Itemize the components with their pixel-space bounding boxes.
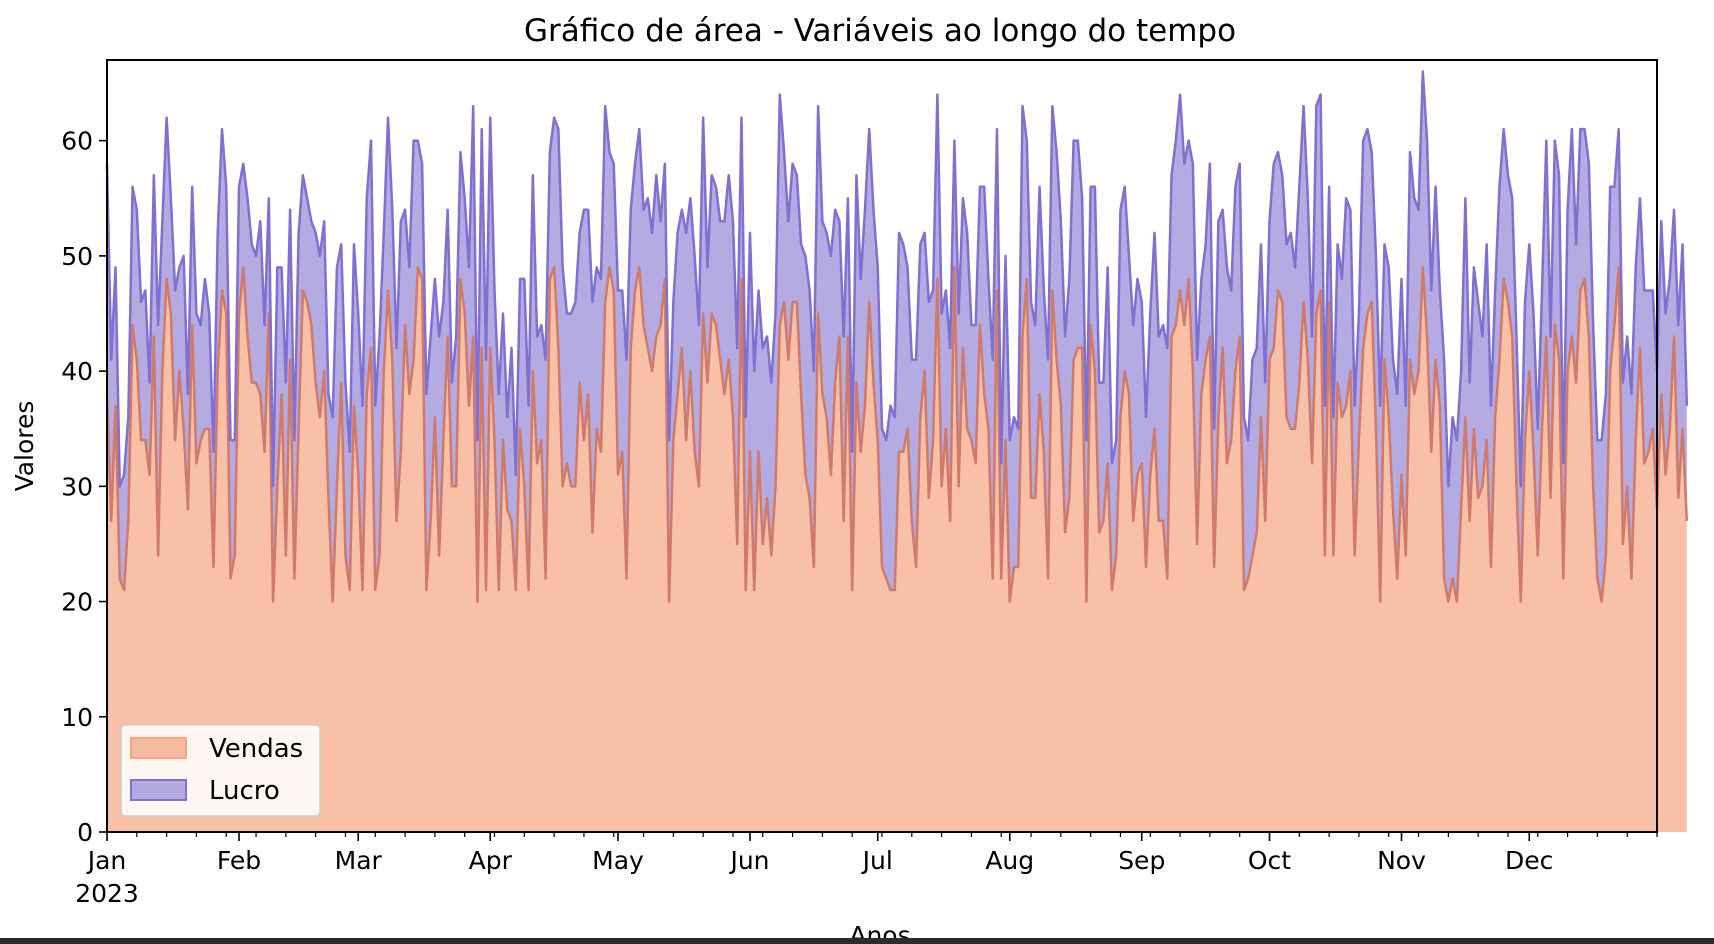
x-tick-label: Aug [985,846,1034,875]
x-tick-label: Jul [861,846,893,875]
legend-swatch-vendas [130,737,187,759]
y-tick-label: 60 [61,127,93,156]
x-tick-label: Jan [86,846,127,875]
legend-swatch-lucro [130,779,187,801]
y-tick-label: 10 [61,703,93,732]
y-axis-label: Valores [10,401,39,492]
x-tick-label: Oct [1248,846,1291,875]
x-axis-ticks: Jan 2023 Feb Mar Apr May Jun Jul Aug Sep Oct Nov Dec [75,832,1658,908]
line-lucro [105,70,1689,488]
y-tick-label: 0 [77,818,93,847]
window-bottom-edge [0,938,1714,944]
x-tick-label: Dec [1505,846,1553,875]
legend-label-vendas: Vendas [209,734,303,764]
y-tick-label: 40 [61,357,93,386]
x-tick-label: Nov [1377,846,1426,875]
x-tick-label: Apr [469,846,513,875]
legend: Vendas Lucro [120,724,321,817]
y-tick-label: 20 [61,588,93,617]
plot-lines [105,70,1689,603]
y-tick-label: 30 [61,472,93,501]
x-tick-label: Jun [728,846,769,875]
y-axis-ticks: 0 10 20 30 40 50 60 [61,127,107,847]
x-tick-label: May [592,846,644,875]
chart-title: Gráfico de área - Variáveis ao longo do … [524,13,1236,49]
y-tick-label: 50 [61,242,93,271]
line-vendas [105,266,1689,603]
x-tick-label: Feb [217,846,261,875]
legend-label-lucro: Lucro [209,776,280,806]
x-tick-sublabel: 2023 [75,879,139,908]
x-tick-label: Mar [335,846,383,875]
x-tick-label: Sep [1118,846,1165,875]
